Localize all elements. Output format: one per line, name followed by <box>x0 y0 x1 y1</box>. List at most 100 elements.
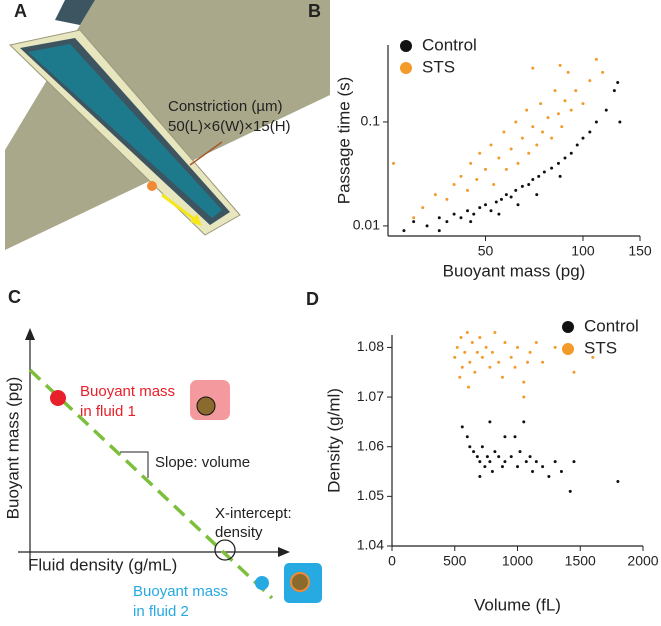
panel-label: D <box>306 289 319 309</box>
point <box>537 174 541 178</box>
intercept-marker <box>214 539 236 561</box>
point <box>568 489 572 493</box>
point <box>516 161 520 165</box>
point <box>412 216 416 220</box>
point <box>473 370 477 374</box>
point <box>569 151 573 155</box>
point <box>522 380 526 384</box>
legend-marker <box>400 62 412 74</box>
pointer <box>189 141 223 166</box>
legend-label: STS <box>422 57 455 76</box>
point <box>460 425 464 429</box>
y-tick-label: 0.1 <box>361 113 381 129</box>
point <box>516 465 519 469</box>
y-tick-label: 0.01 <box>353 217 380 233</box>
point <box>483 465 487 469</box>
inlet <box>55 0 95 25</box>
arrow-head <box>278 547 290 557</box>
point <box>513 435 517 439</box>
point <box>563 156 567 160</box>
point <box>497 360 501 364</box>
fluid2-point <box>255 576 269 590</box>
legend-label: Control <box>422 35 477 54</box>
point <box>518 450 522 454</box>
point <box>485 455 489 459</box>
cell <box>147 181 157 191</box>
point <box>470 340 474 344</box>
point <box>460 365 464 369</box>
point <box>558 174 562 178</box>
point <box>616 80 620 84</box>
annotation: Buoyant mass <box>80 383 175 400</box>
point <box>499 197 503 201</box>
point <box>531 177 535 181</box>
point <box>463 350 467 354</box>
point <box>452 212 456 216</box>
point <box>539 102 543 106</box>
annotation: in fluid 2 <box>133 603 189 620</box>
point <box>509 455 513 459</box>
y-tick-label: 1.04 <box>357 537 384 553</box>
point <box>520 136 524 140</box>
point <box>455 345 459 349</box>
point <box>458 375 462 379</box>
point <box>469 161 473 165</box>
point <box>604 108 608 112</box>
y-tick-label: 1.06 <box>357 437 384 453</box>
point <box>516 203 520 207</box>
point <box>558 63 562 67</box>
legend-marker <box>400 40 412 52</box>
axis-title: Passage time (s) <box>334 77 353 205</box>
point <box>488 460 492 464</box>
x-tick-label: 500 <box>443 553 467 569</box>
point <box>514 120 518 124</box>
axis-title: Buoyant mass (pg) <box>3 377 22 520</box>
point <box>541 360 545 364</box>
point <box>553 460 557 464</box>
point <box>494 200 498 204</box>
x-tick-label: 1500 <box>565 553 596 569</box>
point <box>472 212 476 216</box>
point <box>522 420 526 424</box>
point <box>452 183 456 187</box>
point <box>594 120 598 124</box>
point <box>526 360 530 364</box>
point <box>527 151 531 155</box>
point <box>453 355 457 359</box>
point <box>472 450 476 454</box>
point <box>500 375 504 379</box>
point <box>490 350 494 354</box>
point <box>535 143 539 147</box>
annotation: Slope: volume <box>155 454 250 471</box>
point <box>612 89 616 93</box>
flow-arrow <box>161 193 199 224</box>
point <box>574 89 578 93</box>
point <box>520 184 524 188</box>
point <box>528 350 532 354</box>
point <box>534 460 538 464</box>
panel-label: B <box>308 1 321 21</box>
device-illustration <box>5 0 330 250</box>
point <box>550 166 554 170</box>
point <box>575 143 579 147</box>
point <box>475 350 479 354</box>
point <box>618 120 622 124</box>
panel-label: A <box>14 1 27 21</box>
annotation: Buoyant mass <box>133 583 228 600</box>
y-tick-label: 1.08 <box>357 338 384 354</box>
point <box>480 355 484 359</box>
point <box>556 161 560 165</box>
point <box>478 206 482 210</box>
point <box>480 445 484 449</box>
point <box>547 474 551 478</box>
x-tick-label: 100 <box>571 243 595 259</box>
point <box>469 220 473 224</box>
point <box>467 385 471 389</box>
point <box>546 116 550 120</box>
point <box>488 365 492 369</box>
point <box>563 99 567 103</box>
legend-label: Control <box>584 316 639 335</box>
point <box>468 360 472 364</box>
point <box>504 167 508 171</box>
